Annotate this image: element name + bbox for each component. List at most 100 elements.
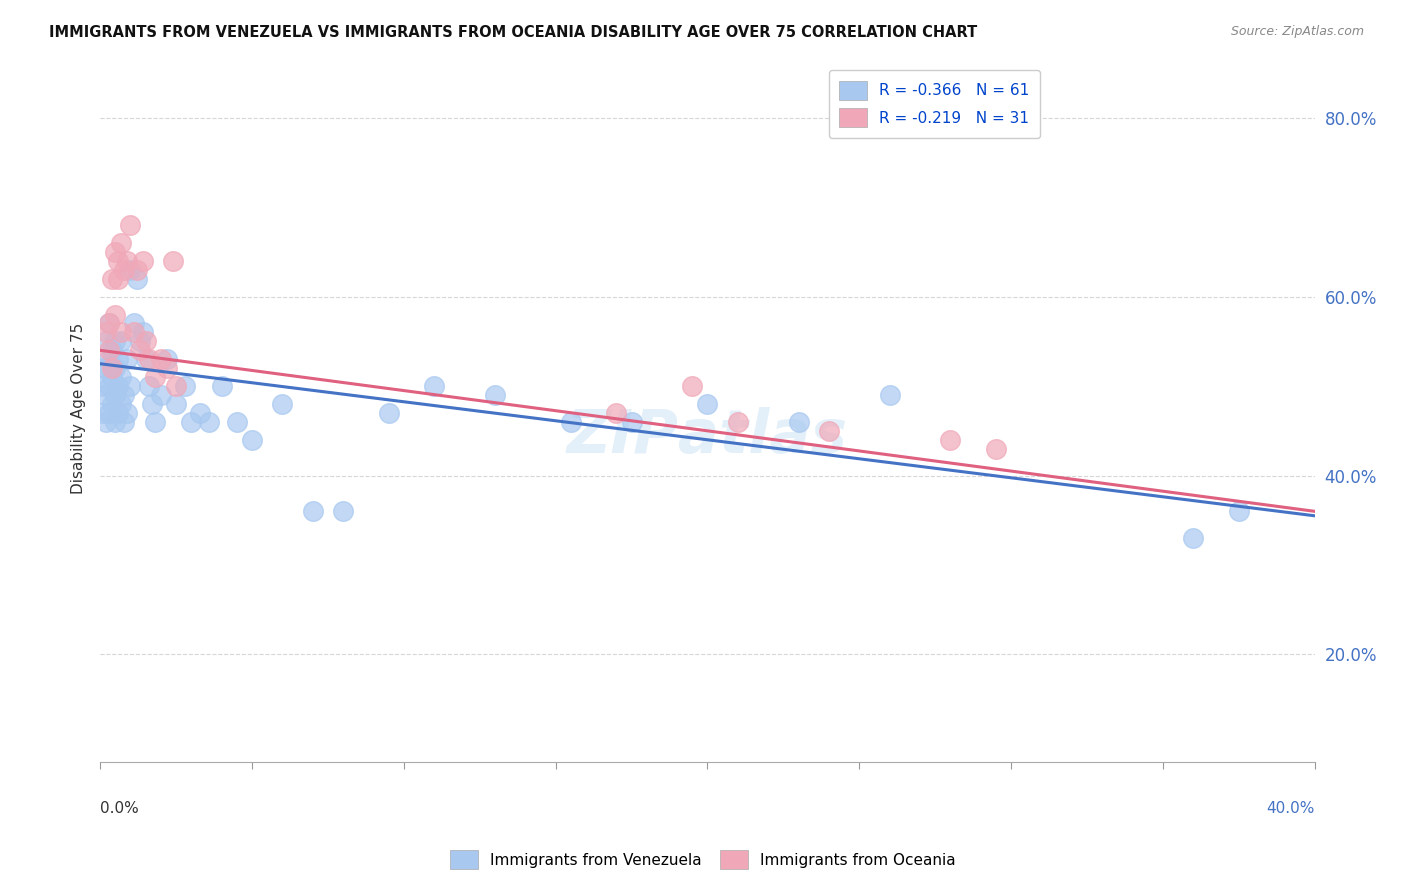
Point	[165, 379, 187, 393]
Point	[165, 397, 187, 411]
Point	[149, 352, 172, 367]
Point	[128, 334, 150, 349]
Legend: Immigrants from Venezuela, Immigrants from Oceania: Immigrants from Venezuela, Immigrants fr…	[444, 844, 962, 875]
Point	[96, 415, 118, 429]
Point	[1227, 504, 1250, 518]
Point	[120, 379, 142, 393]
Point	[101, 272, 124, 286]
Point	[125, 272, 148, 286]
Point	[110, 370, 132, 384]
Point	[135, 352, 157, 367]
Point	[143, 370, 166, 384]
Point	[96, 388, 118, 402]
Point	[112, 388, 135, 402]
Point	[98, 352, 121, 367]
Text: Source: ZipAtlas.com: Source: ZipAtlas.com	[1230, 25, 1364, 38]
Point	[188, 406, 211, 420]
Point	[122, 326, 145, 340]
Text: IMMIGRANTS FROM VENEZUELA VS IMMIGRANTS FROM OCEANIA DISABILITY AGE OVER 75 CORR: IMMIGRANTS FROM VENEZUELA VS IMMIGRANTS …	[49, 25, 977, 40]
Point	[143, 415, 166, 429]
Point	[131, 326, 153, 340]
Point	[879, 388, 901, 402]
Point	[131, 253, 153, 268]
Point	[98, 317, 121, 331]
Point	[696, 397, 718, 411]
Point	[101, 397, 124, 411]
Point	[107, 406, 129, 420]
Point	[681, 379, 703, 393]
Point	[107, 253, 129, 268]
Point	[107, 379, 129, 393]
Point	[107, 352, 129, 367]
Point	[149, 388, 172, 402]
Point	[818, 424, 841, 438]
Point	[939, 433, 962, 447]
Point	[198, 415, 221, 429]
Point	[117, 352, 139, 367]
Point	[98, 379, 121, 393]
Point	[91, 361, 114, 376]
Point	[135, 334, 157, 349]
Point	[91, 379, 114, 393]
Point	[104, 334, 127, 349]
Point	[301, 504, 323, 518]
Point	[1182, 531, 1205, 545]
Legend: R = -0.366   N = 61, R = -0.219   N = 31: R = -0.366 N = 61, R = -0.219 N = 31	[828, 70, 1040, 138]
Point	[120, 218, 142, 232]
Point	[156, 352, 179, 367]
Point	[104, 244, 127, 259]
Point	[107, 272, 129, 286]
Point	[122, 317, 145, 331]
Point	[240, 433, 263, 447]
Point	[104, 415, 127, 429]
Text: 40.0%: 40.0%	[1267, 801, 1315, 815]
Point	[104, 388, 127, 402]
Point	[560, 415, 582, 429]
Point	[174, 379, 197, 393]
Point	[141, 397, 163, 411]
Point	[225, 415, 247, 429]
Point	[984, 442, 1007, 456]
Point	[112, 415, 135, 429]
Point	[377, 406, 399, 420]
Point	[156, 361, 179, 376]
Point	[96, 334, 118, 349]
Point	[96, 326, 118, 340]
Point	[332, 504, 354, 518]
Point	[98, 343, 121, 358]
Point	[423, 379, 446, 393]
Point	[117, 406, 139, 420]
Point	[138, 379, 160, 393]
Point	[112, 262, 135, 277]
Point	[96, 361, 118, 376]
Point	[110, 235, 132, 250]
Point	[787, 415, 810, 429]
Point	[211, 379, 233, 393]
Point	[104, 308, 127, 322]
Point	[620, 415, 643, 429]
Point	[128, 343, 150, 358]
Point	[98, 317, 121, 331]
Text: ZIP​atlas: ZIP​atlas	[567, 408, 848, 467]
Point	[101, 370, 124, 384]
Point	[138, 352, 160, 367]
Point	[727, 415, 749, 429]
Point	[98, 406, 121, 420]
Point	[110, 326, 132, 340]
Text: 0.0%: 0.0%	[100, 801, 139, 815]
Point	[125, 262, 148, 277]
Point	[110, 334, 132, 349]
Point	[117, 253, 139, 268]
Point	[271, 397, 294, 411]
Point	[162, 253, 184, 268]
Point	[110, 397, 132, 411]
Point	[101, 343, 124, 358]
Point	[180, 415, 202, 429]
Point	[120, 262, 142, 277]
Point	[605, 406, 627, 420]
Point	[101, 361, 124, 376]
Point	[104, 361, 127, 376]
Y-axis label: Disability Age Over 75: Disability Age Over 75	[72, 323, 86, 494]
Point	[91, 406, 114, 420]
Point	[484, 388, 506, 402]
